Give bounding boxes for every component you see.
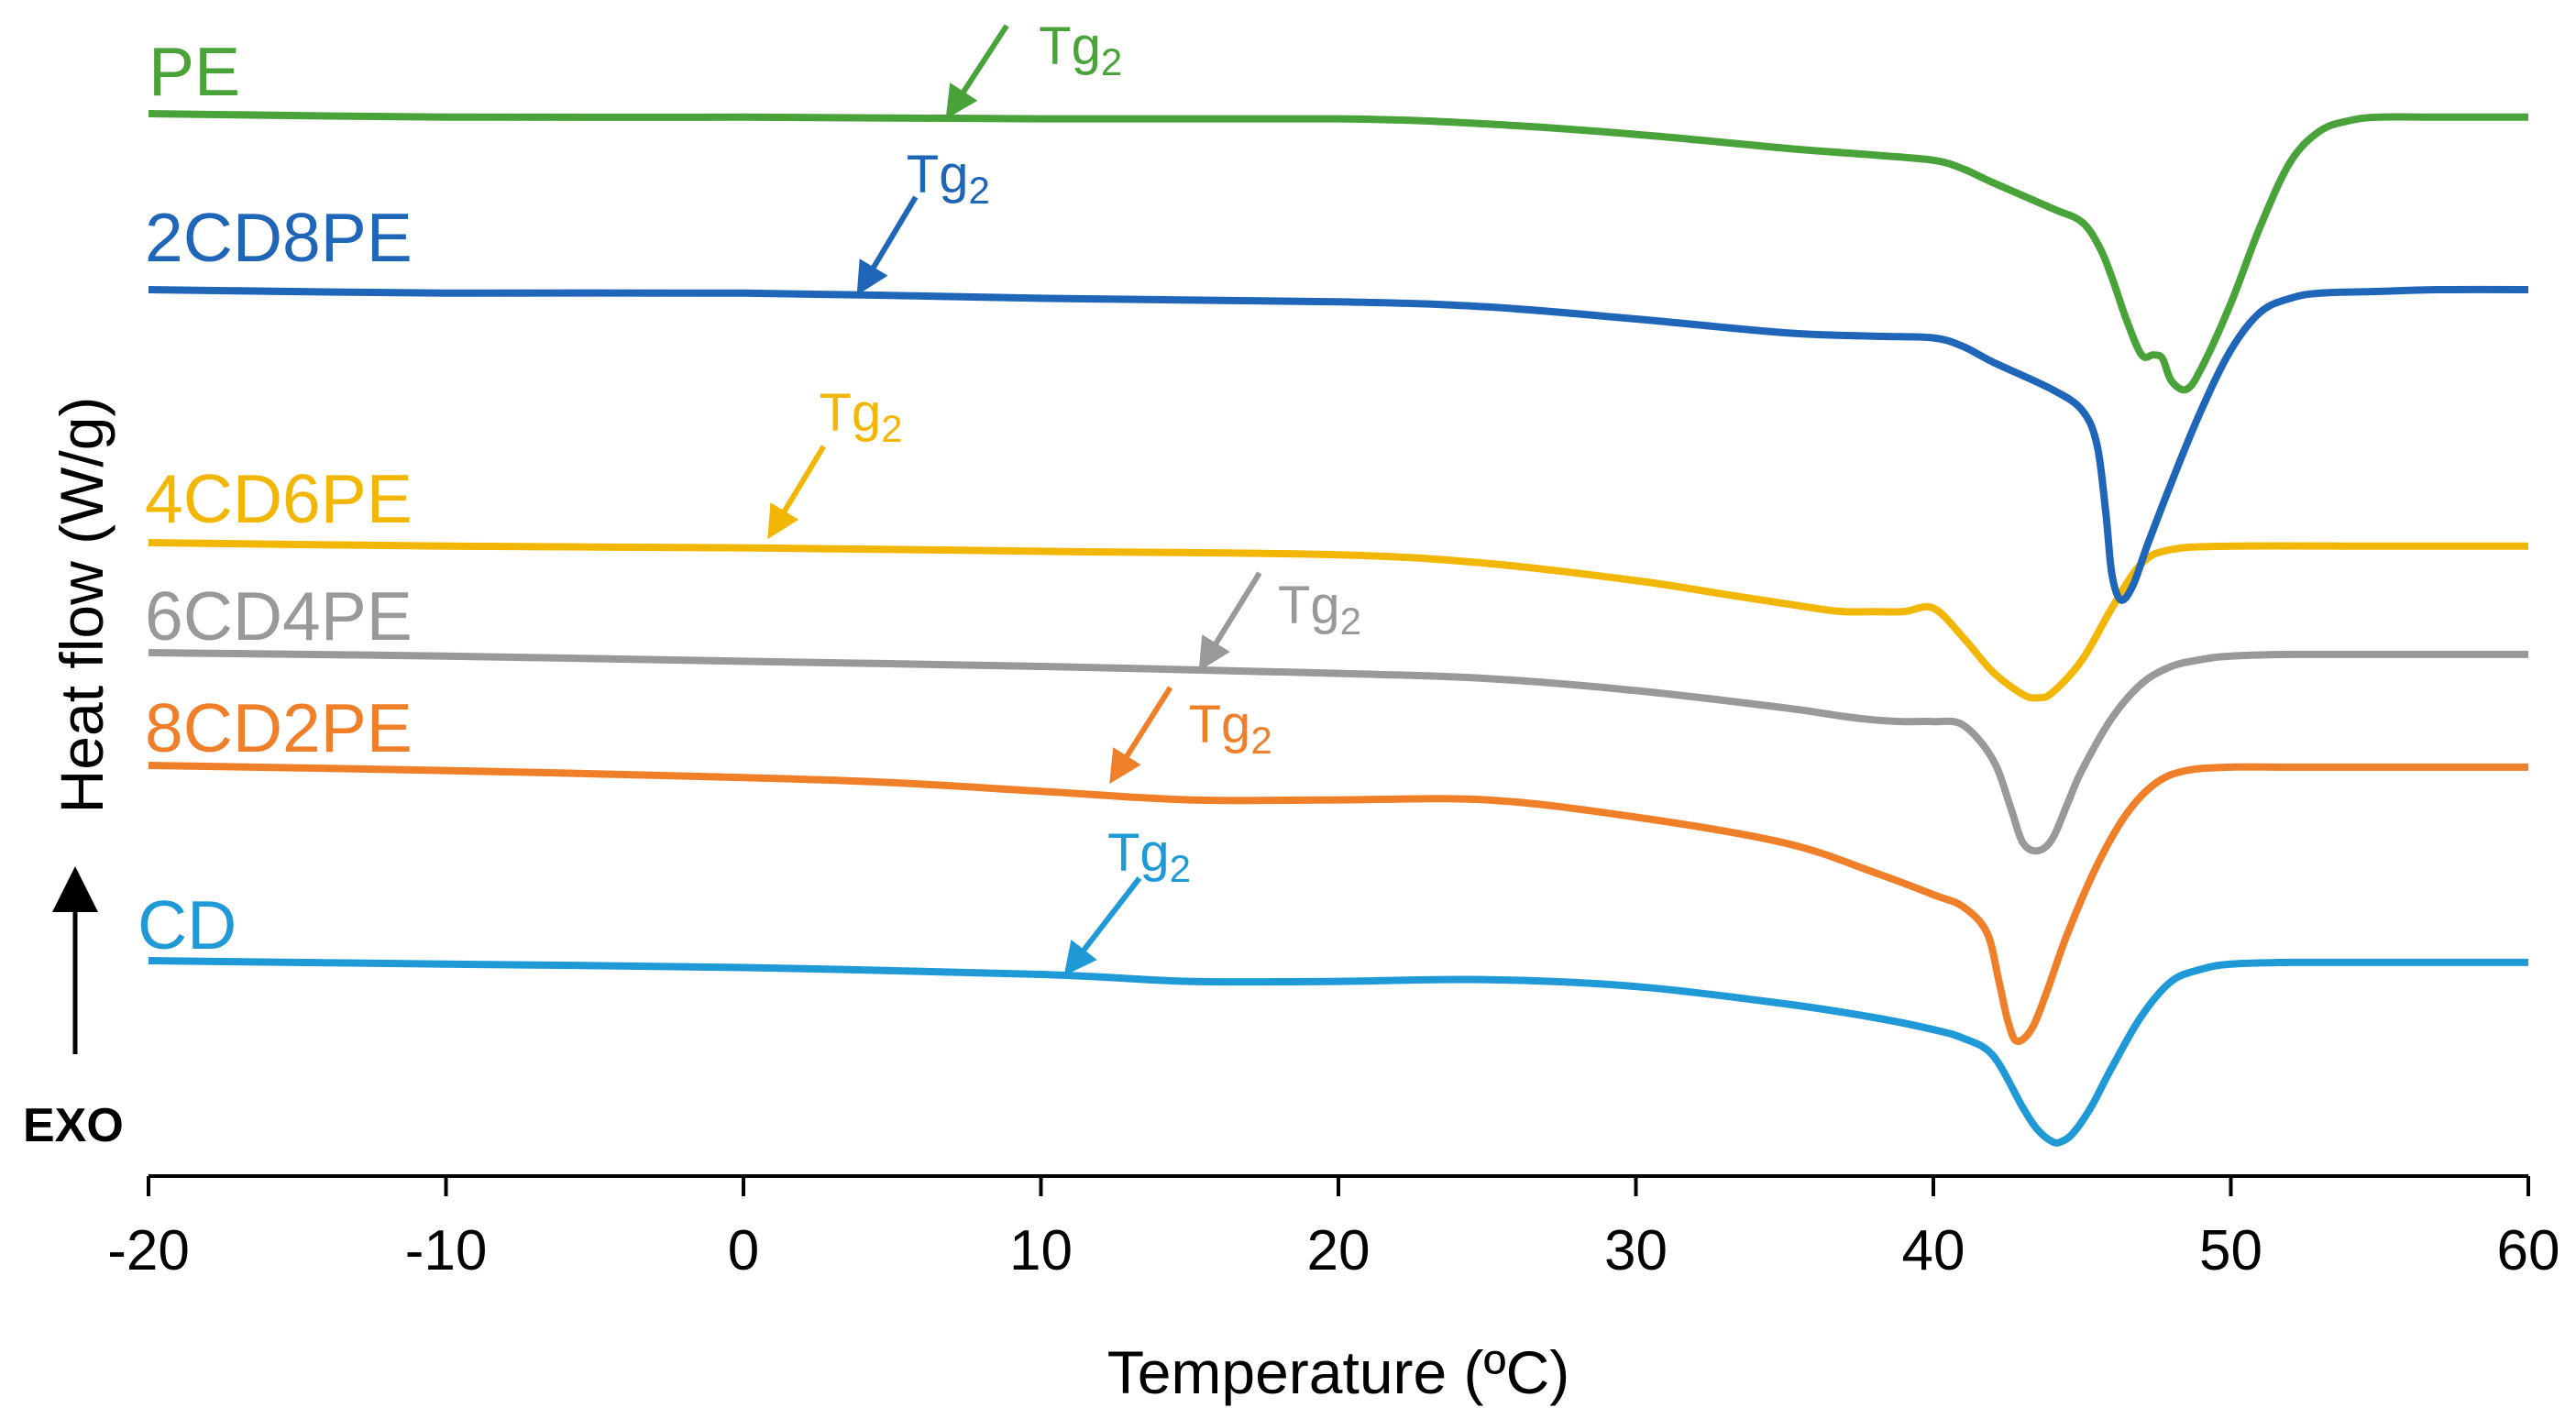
- x-axis-title: Temperature (ºC): [1107, 1338, 1570, 1406]
- series-labels: PE 2CD8PE 4CD6PE 6CD4PE 8CD2PE CD: [138, 33, 413, 963]
- series-line-8cd2pe: [148, 762, 2528, 1046]
- x-tick-label--20: -20: [107, 1219, 190, 1282]
- tg2-label-8cd2pe: Tg2: [1189, 695, 1272, 762]
- tg2-arrow-cd: [1063, 876, 1142, 976]
- series-curves: [148, 110, 2529, 1147]
- series-label-6cd4pe: 6CD4PE: [145, 578, 413, 654]
- tg2-arrow-pe: [945, 24, 1009, 120]
- tg2-label-cd: Tg2: [1107, 823, 1191, 890]
- series-label-cd: CD: [138, 886, 237, 963]
- series-label-8cd2pe: 8CD2PE: [145, 689, 413, 766]
- x-tick-label-40: 40: [1902, 1219, 1965, 1282]
- series-line-cd: [148, 957, 2528, 1147]
- series-label-4cd6pe: 4CD6PE: [145, 460, 413, 537]
- tg2-label-6cd4pe: Tg2: [1278, 576, 1361, 643]
- tg2-arrow-4cd6pe: [767, 445, 827, 540]
- x-axis-ticks: -20 -10 0 10 20 30 40 50 60: [107, 1176, 2559, 1282]
- x-tick-label--10: -10: [405, 1219, 488, 1282]
- x-tick-label-30: 30: [1604, 1219, 1668, 1282]
- x-tick-label-10: 10: [1009, 1219, 1073, 1282]
- exo-label: EXO: [23, 1099, 124, 1152]
- x-tick-label-20: 20: [1307, 1219, 1371, 1282]
- tg2-arrow-2cd8pe: [856, 195, 919, 296]
- series-label-pe: PE: [149, 33, 240, 110]
- y-axis-title: Heat flow (W/g): [48, 397, 116, 814]
- series-label-2cd8pe: 2CD8PE: [145, 199, 413, 276]
- series-line-pe: [148, 110, 2528, 394]
- series-line-6cd4pe: [148, 649, 2528, 855]
- tg2-label-pe: Tg2: [1039, 16, 1122, 83]
- tg2-label-2cd8pe: Tg2: [907, 145, 990, 212]
- tg2-arrow-8cd2pe: [1109, 686, 1173, 785]
- series-line-2cd8pe: [148, 285, 2529, 604]
- tg2-arrow-6cd4pe: [1198, 571, 1262, 672]
- x-tick-label-60: 60: [2497, 1219, 2560, 1282]
- tg2-label-4cd6pe: Tg2: [819, 383, 902, 450]
- x-tick-label-50: 50: [2199, 1219, 2262, 1282]
- x-tick-label-0: 0: [728, 1219, 759, 1282]
